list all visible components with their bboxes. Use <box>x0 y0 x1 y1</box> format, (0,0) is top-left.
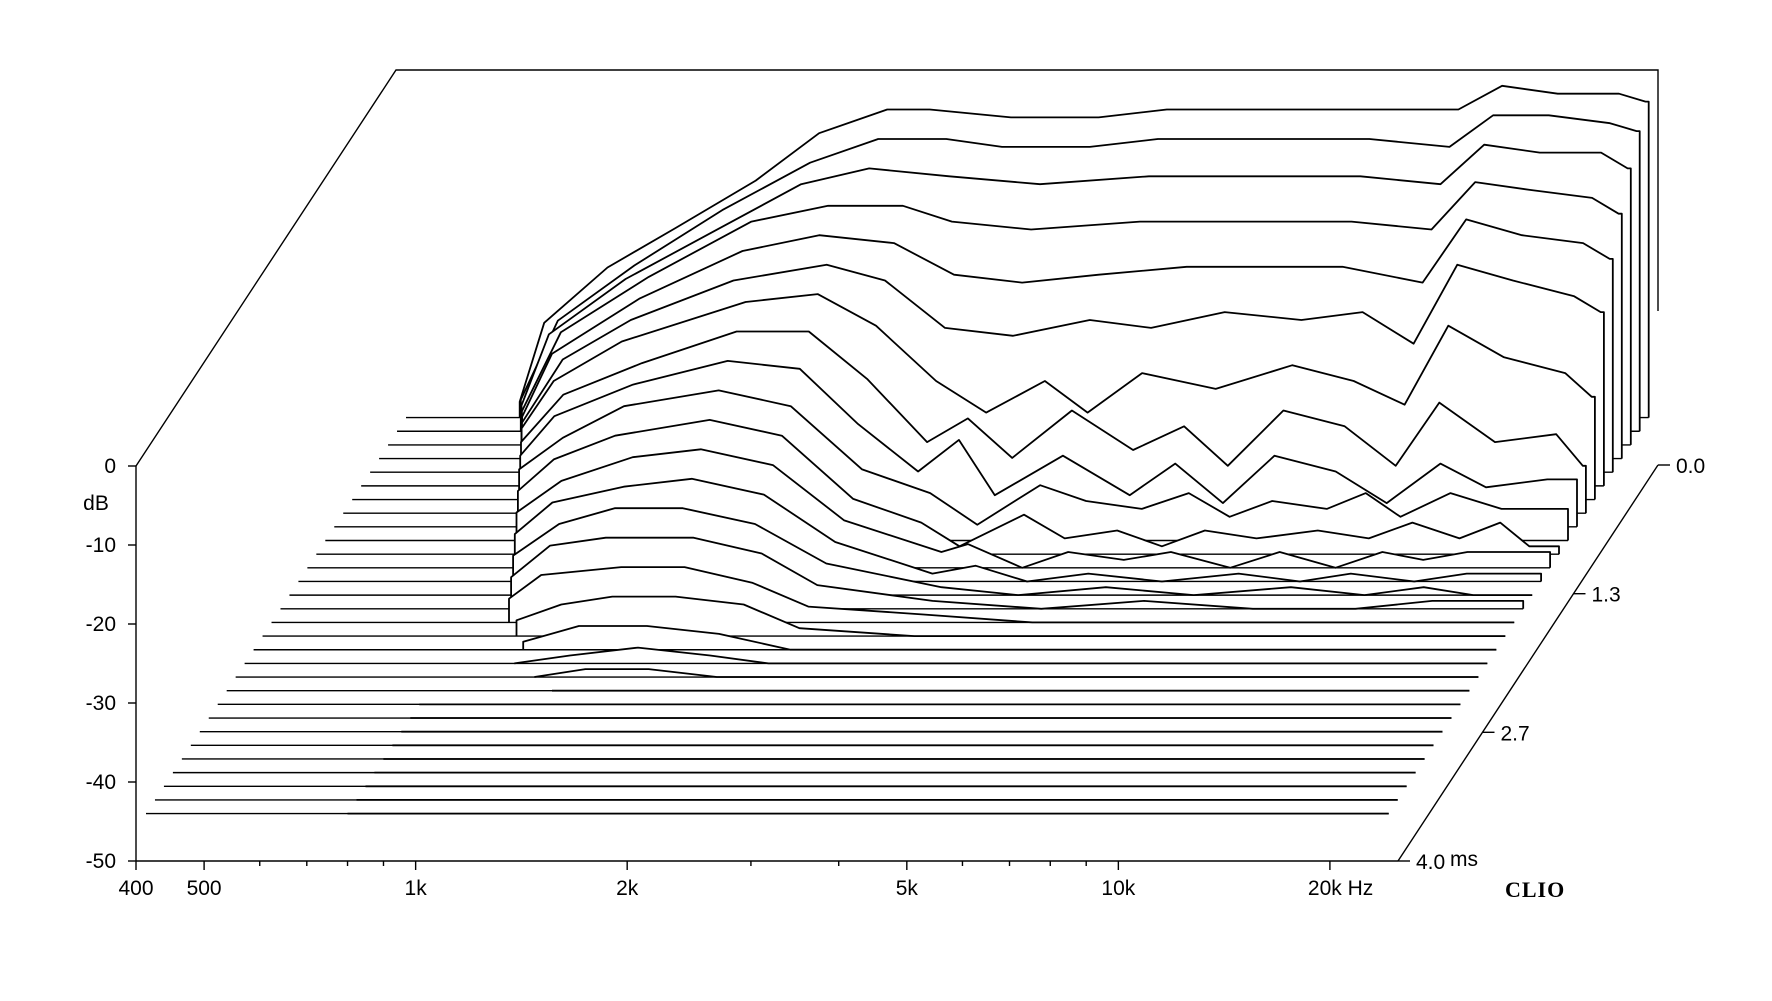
slice-curve <box>518 84 1650 418</box>
z-axis-unit-label: ms <box>1450 848 1478 871</box>
z-tick-label: 0.0 <box>1676 455 1705 478</box>
x-tick-label: 20k Hz <box>1308 877 1373 900</box>
x-tick-label: 500 <box>187 877 222 900</box>
slice-curve <box>508 566 1515 624</box>
slice-curve <box>521 218 1614 473</box>
slice-curve <box>517 419 1560 555</box>
y-tick-label: -50 <box>86 850 116 873</box>
z-tick-label: 2.7 <box>1501 722 1530 745</box>
back-plane-outline <box>135 69 1659 467</box>
slice-curve <box>520 293 1596 500</box>
slice-curve <box>519 114 1641 432</box>
waterfall-slices <box>146 84 1650 815</box>
y-tick-label: -20 <box>86 613 116 636</box>
slice-curve <box>518 389 1569 541</box>
slice-curve <box>512 507 1533 596</box>
slice-fill <box>509 567 1515 623</box>
x-tick-label: 5k <box>896 877 919 900</box>
slice-fill <box>516 596 1506 637</box>
slice-curve <box>522 625 1497 651</box>
y-tick-label: -40 <box>86 771 116 794</box>
slice-curve <box>510 536 1525 610</box>
slice-curve <box>513 477 1542 583</box>
chart-frame <box>135 69 1659 862</box>
slice-curve <box>521 263 1605 486</box>
y-axis-label: dB <box>83 492 109 515</box>
slice-curve <box>514 646 1488 665</box>
slice-fill <box>523 626 1497 650</box>
x-tick-label: 10k <box>1101 877 1135 900</box>
x-tick-label: 400 <box>118 877 153 900</box>
slice-curve <box>520 143 1632 445</box>
z-tick-label: 1.3 <box>1592 584 1621 607</box>
y-tick-label: -10 <box>86 534 116 557</box>
x-tick-label: 1k <box>405 877 428 900</box>
slice-curve <box>534 668 1479 678</box>
z-tick-label: 4.0 <box>1416 851 1445 874</box>
slice-curve <box>515 595 1506 637</box>
x-tick-label: 2k <box>616 877 639 900</box>
slice-curve <box>519 360 1578 527</box>
slice-curve <box>515 448 1551 569</box>
y-tick-label: -30 <box>86 692 116 715</box>
brand-logo-text: CLIO <box>1505 877 1565 902</box>
slice-curve <box>520 330 1587 514</box>
axis-labels: dB ms CLIO <box>83 492 1565 902</box>
depth-axis-line <box>1397 464 1659 862</box>
y-tick-label: 0 <box>104 455 116 478</box>
slice-curve <box>521 181 1623 459</box>
